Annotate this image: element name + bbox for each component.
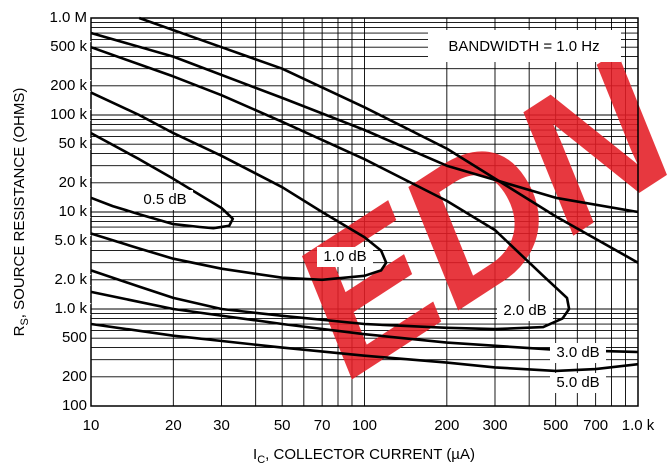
y-tick-label: 50 k xyxy=(59,135,88,152)
y-tick-label: 1.0 k xyxy=(54,300,87,317)
annotation-box xyxy=(428,30,621,62)
y-tick-label: 1.0 M xyxy=(49,9,87,26)
curve-label-bg xyxy=(317,247,373,267)
contour-line xyxy=(90,91,388,282)
x-tick-label: 200 xyxy=(434,417,459,434)
y-tick-label: 200 xyxy=(62,368,87,385)
y-tick-label: 200 k xyxy=(50,77,87,94)
y-tick-label: 20 k xyxy=(59,174,88,191)
curve-label: 2.0 dB xyxy=(503,302,546,319)
y-tick-label: 10 k xyxy=(59,203,88,220)
y-tick-label: 500 k xyxy=(50,38,87,55)
contour-line xyxy=(90,16,639,373)
x-label-main: I xyxy=(253,446,257,463)
y-tick-label: 500 xyxy=(62,329,87,346)
y-label-sub: S xyxy=(19,318,31,325)
y-tick-label: 100 k xyxy=(50,106,87,123)
y-label-main: R xyxy=(11,325,28,336)
y-tick-label: 2.0 k xyxy=(54,271,87,288)
x-tick-label: 50 xyxy=(274,417,291,434)
curve-label: 5.0 dB xyxy=(556,374,599,391)
curve-label: 1.0 dB xyxy=(323,248,366,265)
y-label-rest: , SOURCE RESISTANCE (OHMS) xyxy=(11,88,28,319)
curve-label-bg xyxy=(550,373,606,393)
contour-line xyxy=(90,131,235,230)
curve-label-bg xyxy=(137,190,193,210)
x-tick-label: 700 xyxy=(583,417,608,434)
x-tick-label: 70 xyxy=(314,417,331,434)
curve-label: 0.5 dB xyxy=(143,191,186,208)
curve-label: 3.0 dB xyxy=(556,344,599,361)
x-label-rest: , COLLECTOR CURRENT (µA) xyxy=(265,446,475,463)
x-tick-label: 500 xyxy=(543,417,568,434)
x-axis-label: IC, COLLECTOR CURRENT (µA) xyxy=(253,446,475,466)
x-label-sub: C xyxy=(257,454,265,466)
y-tick-label: 100 xyxy=(62,397,87,414)
y-axis-label: RS, SOURCE RESISTANCE (OHMS) xyxy=(11,88,31,337)
x-tick-label: 10 xyxy=(83,417,100,434)
annotation: BANDWIDTH = 1.0 Hz xyxy=(448,38,599,55)
x-tick-label: 1.0 k xyxy=(622,417,655,434)
y-tick-label: 5.0 k xyxy=(54,232,87,249)
curve-label-bg xyxy=(550,343,606,363)
x-tick-label: 20 xyxy=(165,417,182,434)
x-tick-label: 100 xyxy=(352,417,377,434)
plot-frame xyxy=(90,17,639,407)
x-tick-label: 30 xyxy=(213,417,230,434)
x-tick-label: 300 xyxy=(482,417,507,434)
curves: 0.5 dB 1.0 dB 2.0 dB 3.0 dB 5.0 dB xyxy=(90,16,639,393)
curve-label-bg xyxy=(497,301,553,321)
contour-line xyxy=(90,45,571,331)
